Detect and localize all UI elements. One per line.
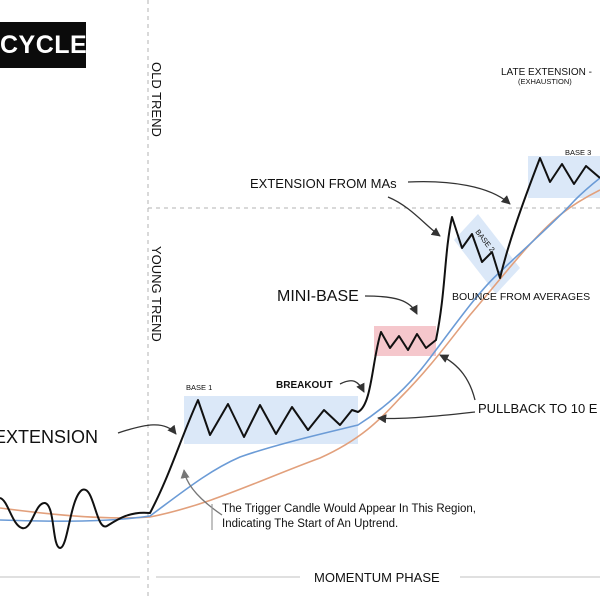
trigger-note-line-1: The Trigger Candle Would Appear In This … [222,503,476,515]
base-3-label: BASE 3 [565,148,591,157]
pullback-label: PULLBACK TO 10 E [478,401,598,416]
late-extension-label: LATE EXTENSION - [501,67,592,78]
extension-label: EXTENSION [0,427,98,447]
base-2-highlight [454,214,520,294]
slow-moving-average [0,189,600,519]
trigger-arrow [180,469,223,516]
base-3-highlight [528,156,600,198]
price-line [0,157,600,549]
extension-from-mas-arrow-right [407,181,511,205]
exhaustion-label: (EXHAUSTION) [518,77,572,86]
old-trend-label: OLD TREND [149,62,164,137]
young-trend-label: YOUNG TREND [149,246,164,342]
fast-moving-average [0,177,600,522]
trigger-note-line-2: Indicating The Start of An Uptrend. [222,518,398,530]
breakout-label: BREAKOUT [276,380,333,391]
base-1-highlight [184,396,358,444]
base-1-label: BASE 1 [186,383,212,392]
extension-from-mas-label: EXTENSION FROM MAs [250,176,397,191]
pullback-arrow-upper [439,354,476,401]
title-banner [0,22,86,68]
mini-base-highlight [374,326,436,356]
mini-base-arrow [364,295,418,315]
mini-base-label: MINI-BASE [277,288,359,305]
momentum-phase-label: MOMENTUM PHASE [314,570,440,585]
extension-arrow [117,424,177,435]
diagram-title: CYCLE [0,31,88,59]
extension-from-mas-arrow [387,196,441,237]
breakout-arrow [339,380,365,393]
bounce-from-averages-label: BOUNCE FROM AVERAGES [452,291,590,303]
pullback-arrow-lower [377,411,476,424]
